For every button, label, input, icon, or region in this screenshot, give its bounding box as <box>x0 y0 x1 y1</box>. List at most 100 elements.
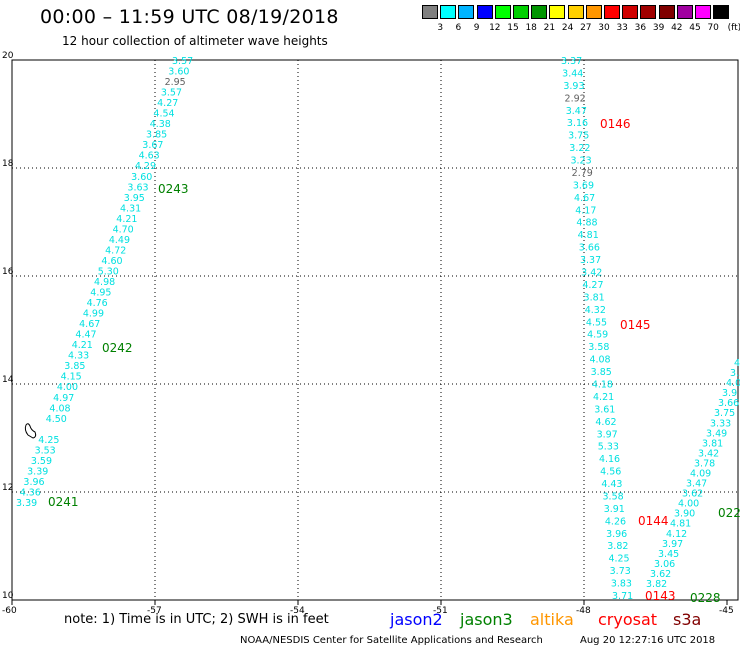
scale-label: 24 <box>561 23 574 33</box>
swh-value-southeast: 3.81 <box>702 438 723 449</box>
swh-value-west: 3.59 <box>31 456 52 467</box>
scale-swatch <box>622 5 639 19</box>
scale-swatch <box>549 5 566 19</box>
pass-label: 0242 <box>102 341 133 355</box>
chart-subtitle: 12 hour collection of altimeter wave hei… <box>62 34 328 48</box>
scale-label: 39 <box>652 23 665 33</box>
swh-value-west: 3.67 <box>142 140 163 151</box>
pass-label: 0145 <box>620 318 651 332</box>
swh-value-west: 4.72 <box>105 245 126 256</box>
swh-value-west: 4.76 <box>87 298 108 309</box>
swh-value-west: 3.39 <box>16 498 37 509</box>
swh-value-southeast: 3.62 <box>682 489 703 500</box>
scale-swatch <box>458 5 475 19</box>
swh-value-southeast: 3.33 <box>710 418 731 429</box>
scale-label: 15 <box>507 23 519 33</box>
legend-cryosat: cryosat <box>598 610 658 629</box>
swh-value-east: 3.91 <box>604 504 625 515</box>
scale-label: 18 <box>525 23 537 33</box>
swh-value-east: 2.92 <box>565 93 586 104</box>
scale-label: 36 <box>634 23 647 33</box>
swh-value-west: 4.97 <box>53 393 74 404</box>
pass-label: 0241 <box>48 495 79 509</box>
scale-swatch <box>476 5 493 19</box>
scale-swatch <box>604 5 620 19</box>
swh-value-west: 4.29 <box>135 161 156 172</box>
swh-value-west: 4.00 <box>57 382 78 393</box>
chart-title: 00:00 – 11:59 UTC 08/19/2018 <box>40 6 339 28</box>
swh-value-east: 3.69 <box>573 180 594 191</box>
scale-label: 27 <box>580 23 592 33</box>
swh-value-west: 4.21 <box>72 340 93 351</box>
scale-swatch <box>422 5 438 19</box>
note-text: note: 1) Time is in UTC; 2) SWH is in fe… <box>64 612 329 627</box>
swh-value-east: 4.88 <box>576 218 597 229</box>
swh-value-west: 4.38 <box>150 119 171 130</box>
x-tick-label: -60 <box>2 606 17 616</box>
swh-value-east: 3.47 <box>566 106 587 117</box>
pass-label: 0243 <box>158 182 189 196</box>
swh-value-west: 4.98 <box>94 277 115 288</box>
x-tick-label: -54 <box>290 606 305 616</box>
swh-value-west: 3.96 <box>23 477 44 488</box>
swh-value-west: 2.95 <box>165 77 186 88</box>
swh-value-west: 3.95 <box>124 193 145 204</box>
swh-value-east: 3.61 <box>594 404 615 415</box>
swh-value-southeast: 4.00 <box>678 499 699 510</box>
swh-value-west: 3.57 <box>172 56 193 67</box>
swh-value-southeast: 4.09 <box>690 469 711 480</box>
pass-label: 0143 <box>645 589 676 603</box>
x-tick-label: -57 <box>147 606 162 616</box>
swh-value-east: 4.17 <box>575 205 596 216</box>
swh-value-west: 4.63 <box>139 151 160 162</box>
swh-value-east: 4.18 <box>592 379 613 390</box>
swh-value-east: 3.75 <box>568 131 589 142</box>
swh-value-east: 4.43 <box>601 479 622 490</box>
swh-value-southeast: 3.5 <box>730 368 740 379</box>
swh-value-west: 4.60 <box>101 256 122 267</box>
scale-label: 42 <box>671 23 683 33</box>
swh-value-east: 3.97 <box>597 429 618 440</box>
swh-value-west: 4.99 <box>83 309 104 320</box>
swh-value-east: 3.37 <box>580 255 601 266</box>
swh-value-southeast: 3.9 <box>722 388 737 399</box>
legend-jason2: jason2 <box>390 610 443 629</box>
legend-jason3: jason3 <box>460 610 513 629</box>
swh-value-southeast: 3.62 <box>650 569 671 580</box>
swh-value-west: 4.50 <box>46 414 67 425</box>
swh-value-east: 3.23 <box>570 156 591 167</box>
swh-value-east: 3.66 <box>579 243 600 254</box>
scale-label: 6 <box>455 23 462 33</box>
swh-value-east: 4.16 <box>599 454 620 465</box>
scale-label: 21 <box>543 23 556 33</box>
island-outline <box>24 423 37 439</box>
scale-swatch <box>494 5 511 19</box>
scale-swatch <box>440 5 457 19</box>
swh-value-east: 3.93 <box>563 81 584 92</box>
y-tick-label: 14 <box>2 375 14 385</box>
footer-credit: NOAA/NESDIS Center for Satellite Applica… <box>240 635 543 646</box>
scale-swatch <box>531 5 548 19</box>
swh-value-east: 3.71 <box>612 591 633 602</box>
swh-value-east: 3.58 <box>603 491 624 502</box>
swh-value-west: 3.57 <box>161 88 182 99</box>
swh-value-east: 3.16 <box>567 118 588 129</box>
swh-value-west: 4.31 <box>120 203 141 214</box>
swh-value-east: 4.08 <box>589 355 610 366</box>
x-tick-label: -45 <box>719 606 734 616</box>
swh-value-west: 4.49 <box>109 235 130 246</box>
swh-value-southeast: 3.82 <box>646 579 667 590</box>
scale-swatch <box>713 5 730 19</box>
swh-value-east: 3.58 <box>588 342 609 353</box>
swh-value-southeast: 3.42 <box>698 448 719 459</box>
swh-value-southeast: 3.75 <box>714 408 735 419</box>
scale-label: 3 <box>437 23 444 33</box>
swh-value-west: 4.15 <box>61 372 82 383</box>
swh-value-east: 4.26 <box>605 516 626 527</box>
scale-label: 33 <box>616 23 628 33</box>
scale-label: 12 <box>489 23 501 33</box>
swh-value-west: 4.27 <box>157 98 178 109</box>
scale-label: 45 <box>689 23 701 33</box>
scale-unit: (ft) <box>727 23 740 33</box>
